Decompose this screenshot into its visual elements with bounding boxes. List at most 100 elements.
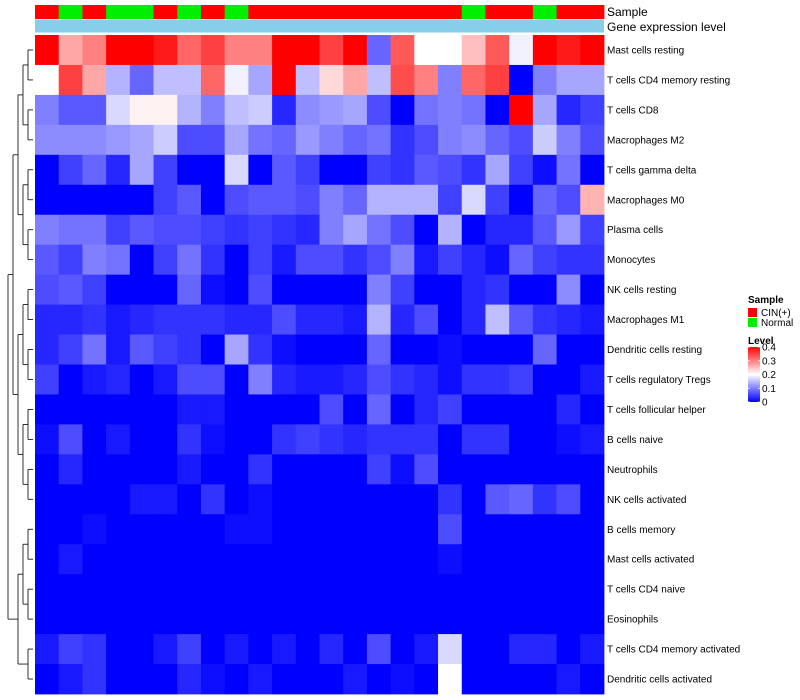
sample-track-label: Sample <box>607 5 648 19</box>
heatmap-cell <box>82 424 107 455</box>
heatmap-cell <box>414 424 439 455</box>
heatmap-cell <box>366 124 392 156</box>
heatmap-cell <box>532 64 557 96</box>
heatmap-cell <box>153 574 178 605</box>
heatmap-cell <box>532 364 557 395</box>
heatmap-cell <box>82 64 107 96</box>
row-label: Dendritic cells activated <box>607 675 712 686</box>
heatmap-cell <box>224 424 249 455</box>
heatmap-cell <box>35 304 60 335</box>
heatmap-cell <box>248 484 273 515</box>
heatmap-cell <box>58 94 83 126</box>
heatmap-cell <box>366 664 392 695</box>
heatmap-cell <box>82 274 107 305</box>
heatmap-cell <box>153 244 178 276</box>
heatmap-cell <box>106 514 131 545</box>
heatmap-cell <box>272 574 297 605</box>
heatmap-cell <box>106 64 131 96</box>
sample-annotation-cell <box>82 5 107 19</box>
heatmap-cell <box>248 214 273 246</box>
heatmap-cell <box>58 394 83 425</box>
heatmap-cell <box>200 184 226 216</box>
heatmap-cell <box>153 124 178 156</box>
heatmap-cell <box>390 544 415 575</box>
heatmap-cell <box>532 35 557 66</box>
heatmap-cell <box>82 35 107 66</box>
heatmap-cell <box>295 514 320 545</box>
heatmap-cell <box>153 334 178 365</box>
heatmap-cell <box>414 484 439 515</box>
heatmap-cell <box>248 424 273 455</box>
heatmap-cell <box>295 35 320 66</box>
sample-annotation-cell <box>366 5 392 19</box>
heatmap-cell <box>224 544 249 575</box>
heatmap-cell <box>532 184 557 216</box>
heatmap-cell <box>35 274 60 305</box>
heatmap-cell <box>485 454 510 485</box>
heatmap-cell <box>35 364 60 395</box>
heatmap-cell <box>272 154 297 186</box>
heatmap-cell <box>556 35 581 66</box>
heatmap-cell <box>343 604 368 635</box>
heatmap-cell <box>343 304 368 335</box>
heatmap-cell <box>390 634 415 665</box>
sample-annotation-cell <box>177 5 202 19</box>
heatmap-cell <box>580 334 605 365</box>
heatmap-cell <box>82 94 107 126</box>
heatmap-cell <box>106 35 131 66</box>
row-label: Eosinophils <box>607 615 658 626</box>
heatmap-cell <box>580 184 605 216</box>
heatmap-cell <box>177 604 202 635</box>
heatmap-cell <box>177 394 202 425</box>
heatmap-cell <box>461 634 486 665</box>
heatmap-cell <box>438 214 463 246</box>
heatmap-cell <box>366 64 392 96</box>
heatmap-cell <box>556 544 581 575</box>
heatmap-cell <box>224 304 249 335</box>
sample-annotation-cell <box>106 5 131 19</box>
heatmap-cell <box>485 544 510 575</box>
heatmap-cell <box>295 484 320 515</box>
row-label: T cells regulatory Tregs <box>607 375 711 386</box>
heatmap-cell <box>366 184 392 216</box>
heatmap-cell <box>319 634 344 665</box>
heatmap-cell <box>177 214 202 246</box>
heatmap-cell <box>438 274 463 305</box>
heatmap-cell <box>580 484 605 515</box>
heatmap-cell <box>58 214 83 246</box>
heatmap-cell <box>200 304 226 335</box>
heatmap-cell <box>272 514 297 545</box>
heatmap-cell <box>580 574 605 605</box>
heatmap-cell <box>177 244 202 276</box>
heatmap-cell <box>153 35 178 66</box>
heatmap-cell <box>248 514 273 545</box>
heatmap-cell <box>414 514 439 545</box>
heatmap-cell <box>177 364 202 395</box>
level-tick-label: 0.2 <box>762 370 776 381</box>
heatmap-cell <box>272 184 297 216</box>
level-tick-label: 0.4 <box>762 343 776 354</box>
sample-annotation-cell <box>295 5 320 19</box>
heatmap-cell <box>129 184 154 216</box>
heatmap-cell <box>200 124 226 156</box>
heatmap-cell <box>438 334 463 365</box>
heatmap-cell <box>461 544 486 575</box>
heatmap-cell <box>343 334 368 365</box>
heatmap-cell <box>248 184 273 216</box>
heatmap-cell <box>390 274 415 305</box>
heatmap-cell <box>153 214 178 246</box>
heatmap-cell <box>580 244 605 276</box>
heatmap-cell <box>224 244 249 276</box>
heatmap-cell <box>319 244 344 276</box>
heatmap-cell <box>106 244 131 276</box>
row-label: Neutrophils <box>607 465 658 476</box>
sample-annotation-cell <box>438 5 463 19</box>
heatmap-cell <box>390 574 415 605</box>
heatmap-cell <box>343 514 368 545</box>
heatmap-cell <box>272 634 297 665</box>
heatmap-cell <box>58 244 83 276</box>
heatmap-cell <box>153 154 178 186</box>
heatmap-cell <box>35 604 60 635</box>
heatmap-cell <box>224 64 249 96</box>
heatmap-cell <box>509 94 534 126</box>
